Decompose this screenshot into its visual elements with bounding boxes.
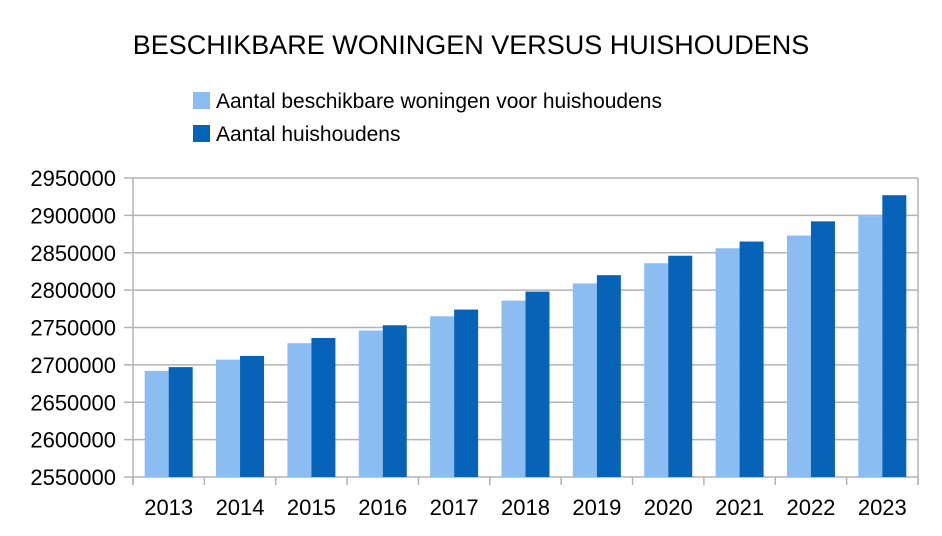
- bar-2023-series-1: [882, 195, 907, 477]
- x-tick-label: 2021: [715, 495, 764, 520]
- legend-swatch-1: [193, 125, 210, 142]
- bar-2014-series-0: [216, 359, 241, 477]
- bar-2018-series-1: [525, 291, 550, 477]
- x-tick-label: 2013: [144, 495, 193, 520]
- bar-2017-series-0: [430, 316, 455, 477]
- bar-2019-series-0: [572, 283, 597, 477]
- bar-2017-series-1: [454, 309, 479, 477]
- bar-2014-series-1: [240, 355, 265, 477]
- y-axis-ticks: 2550000 2600000 2650000 2700000 2750000 28000…: [30, 166, 116, 490]
- bar-2022-series-0: [786, 235, 811, 477]
- bar-2018-series-0: [501, 300, 526, 477]
- y-tick-label: 2650000: [30, 390, 116, 415]
- bar-2022-series-1: [810, 221, 835, 477]
- bar-2016-series-1: [382, 325, 407, 477]
- bar-2013-series-1: [168, 367, 193, 477]
- x-axis-ticks: 2013 2014 2015 2016 2017 2018 2019 2020 2021 2022…: [144, 495, 907, 520]
- bar-2020-series-0: [644, 263, 669, 477]
- legend-swatch-0: [193, 92, 210, 109]
- bar-2020-series-1: [668, 255, 693, 477]
- bar-2015-series-0: [287, 343, 312, 477]
- bars: [144, 195, 907, 477]
- y-tick-label: 2950000: [30, 166, 116, 191]
- x-tick-label: 2020: [644, 495, 693, 520]
- y-tick-label: 2550000: [30, 465, 116, 490]
- x-tick-label: 2019: [572, 495, 621, 520]
- chart-title: BESCHIKBARE WONINGEN VERSUS HUISHOUDENS: [133, 30, 810, 60]
- legend-label-1: Aantal huishoudens: [216, 123, 400, 146]
- legend: Aantal beschikbare woningen voor huishou…: [193, 90, 662, 146]
- bar-2021-series-1: [739, 241, 764, 477]
- y-tick-label: 2700000: [30, 353, 116, 378]
- y-tick-label: 2600000: [30, 428, 116, 453]
- y-tick-label: 2800000: [30, 278, 116, 303]
- x-tick-label: 2014: [216, 495, 265, 520]
- y-tick-label: 2850000: [30, 241, 116, 266]
- bar-2019-series-1: [596, 275, 621, 477]
- y-tick-label: 2750000: [30, 316, 116, 341]
- y-tick-label: 2900000: [30, 203, 116, 228]
- x-tick-label: 2017: [430, 495, 479, 520]
- bar-2016-series-0: [358, 330, 383, 477]
- bar-2013-series-0: [144, 370, 169, 477]
- bar-2023-series-0: [858, 216, 883, 477]
- legend-label-0: Aantal beschikbare woningen voor huishou…: [216, 90, 662, 113]
- x-tick-label: 2016: [358, 495, 407, 520]
- x-tick-label: 2023: [858, 495, 907, 520]
- bar-2021-series-0: [715, 248, 740, 477]
- bar-2015-series-1: [311, 337, 336, 477]
- x-tick-label: 2022: [786, 495, 835, 520]
- x-tick-label: 2018: [501, 495, 550, 520]
- x-tick-label: 2015: [287, 495, 336, 520]
